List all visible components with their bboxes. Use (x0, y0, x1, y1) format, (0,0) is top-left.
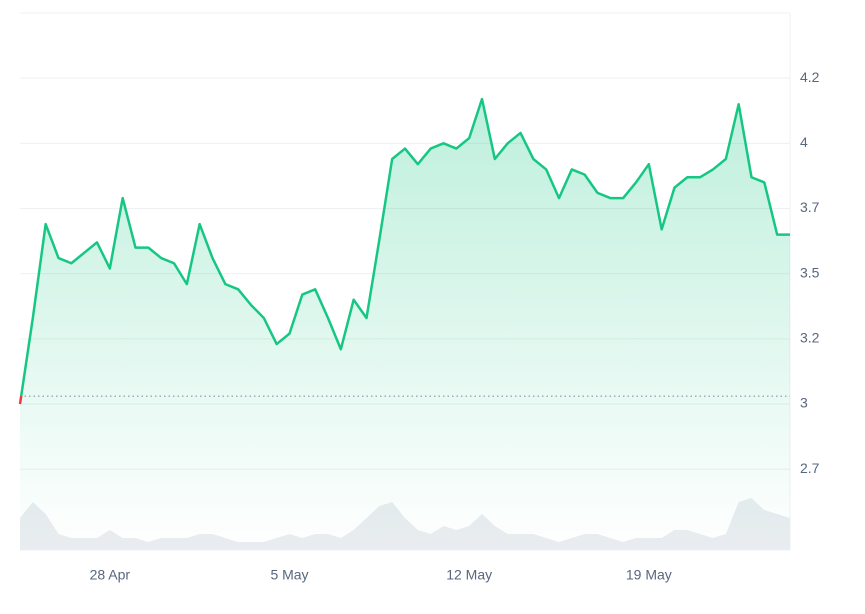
y-tick-label: 4.2 (800, 69, 820, 85)
price-line (18, 97, 790, 405)
y-tick-label: 3.7 (800, 199, 820, 215)
y-tick-label: 4 (800, 134, 808, 150)
x-tick-label: 28 Apr (90, 567, 131, 583)
y-tick-label: 2.7 (800, 460, 820, 476)
x-tick-label: 12 May (446, 567, 492, 583)
y-tick-label: 3 (800, 395, 808, 411)
price-area (20, 99, 790, 551)
y-tick-label: 3.5 (800, 264, 820, 280)
x-tick-label: 5 May (270, 567, 308, 583)
x-tick-label: 19 May (626, 567, 672, 583)
y-tick-label: 3.2 (800, 330, 820, 346)
